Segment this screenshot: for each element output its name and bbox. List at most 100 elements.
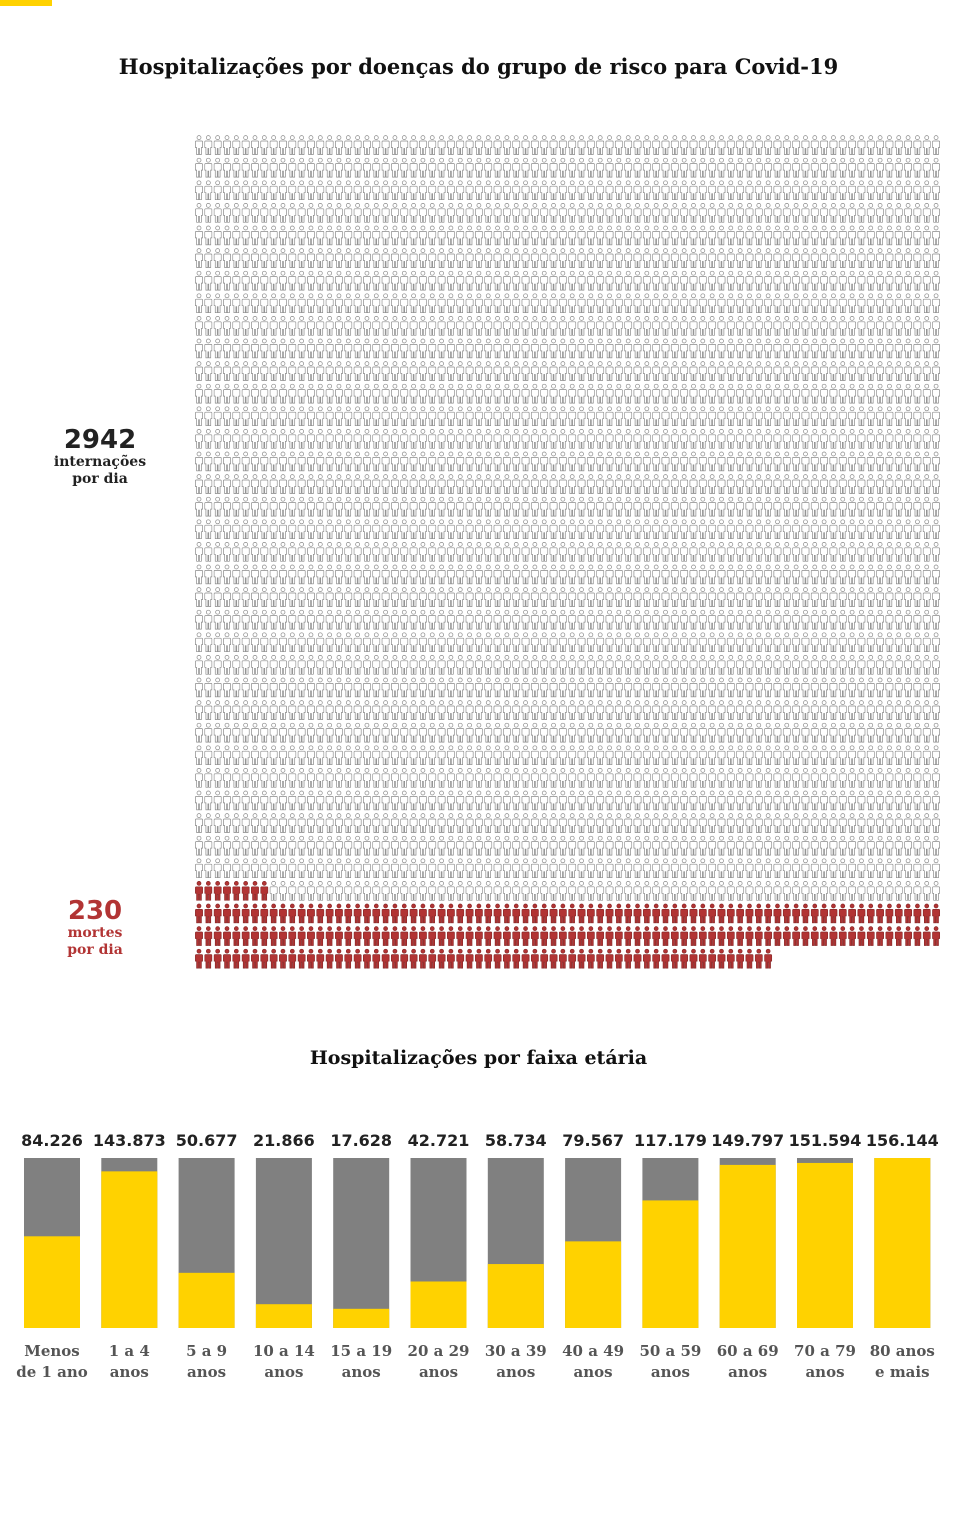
person-icon <box>792 587 801 607</box>
person-icon <box>670 270 679 291</box>
person-icon-death <box>586 926 595 946</box>
person-icon <box>400 677 409 698</box>
person-icon-death <box>204 948 213 969</box>
person-icon <box>241 428 250 449</box>
person-icon-death <box>204 880 213 901</box>
person-icon <box>829 722 838 743</box>
bar <box>565 1241 622 1328</box>
person-icon <box>838 858 847 879</box>
person-icon <box>437 541 446 562</box>
person-icon <box>484 767 493 788</box>
person-icon <box>726 677 735 698</box>
person-icon <box>754 248 763 268</box>
person-icon <box>857 858 866 879</box>
person-icon <box>390 790 399 811</box>
person-icon <box>260 383 269 404</box>
person-icon <box>260 700 269 720</box>
person-icon <box>829 496 838 517</box>
person-icon <box>820 587 829 607</box>
person-icon <box>801 858 810 879</box>
person-icon <box>736 225 745 246</box>
person-icon <box>334 519 343 540</box>
person-icon <box>390 835 399 856</box>
person-icon <box>932 338 941 359</box>
person-icon <box>932 858 941 879</box>
person-icon <box>418 609 427 630</box>
person-icon <box>932 564 941 585</box>
person-icon <box>269 745 278 766</box>
person-icon <box>409 541 418 562</box>
person-icon <box>717 270 726 291</box>
person-icon <box>297 135 306 155</box>
person-icon <box>876 428 885 449</box>
person-icon-death <box>633 926 642 946</box>
person-icon <box>484 406 493 427</box>
person-icon-death <box>866 926 875 946</box>
person-icon <box>857 813 866 833</box>
person-icon <box>698 677 707 698</box>
person-icon <box>428 338 437 359</box>
person-icon <box>577 835 586 856</box>
person-icon <box>876 835 885 856</box>
person-icon <box>801 315 810 336</box>
person-icon <box>624 270 633 291</box>
person-icon <box>633 767 642 788</box>
person-icon <box>904 315 913 336</box>
person-icon <box>876 767 885 788</box>
person-icon <box>306 677 315 698</box>
person-icon <box>726 835 735 856</box>
data-label: 42.721 <box>408 1131 470 1150</box>
person-icon <box>801 813 810 833</box>
person-icon <box>586 654 595 675</box>
person-icon <box>530 225 539 246</box>
person-icon <box>232 315 241 336</box>
person-icon <box>577 428 586 449</box>
person-icon <box>465 722 474 743</box>
person-icon <box>932 428 941 449</box>
person-icon <box>922 406 931 427</box>
person-icon <box>829 858 838 879</box>
person-icon <box>232 790 241 811</box>
person-icon <box>390 315 399 336</box>
person-icon <box>353 180 362 201</box>
person-icon <box>232 406 241 427</box>
person-icon <box>605 813 614 833</box>
person-icon <box>586 587 595 607</box>
person-icon <box>232 361 241 381</box>
person-icon <box>633 858 642 879</box>
person-icon <box>260 835 269 856</box>
person-icon <box>456 406 465 427</box>
person-icon <box>400 587 409 607</box>
person-icon <box>316 790 325 811</box>
person-icon <box>325 451 334 472</box>
person-icon <box>773 474 782 494</box>
person-icon <box>428 248 437 268</box>
person-icon <box>278 745 287 766</box>
person-icon <box>222 270 231 291</box>
person-icon <box>204 361 213 381</box>
person-icon <box>792 338 801 359</box>
person-icon <box>512 428 521 449</box>
person-icon <box>754 135 763 155</box>
person-icon <box>764 790 773 811</box>
person-icon <box>717 248 726 268</box>
person-icon <box>297 541 306 562</box>
person-icon-death <box>437 926 446 946</box>
person-icon <box>801 767 810 788</box>
person-icon <box>250 157 259 178</box>
person-icon <box>922 677 931 698</box>
deaths-value: 230 <box>67 896 123 926</box>
person-icon <box>288 361 297 381</box>
person-icon <box>848 474 857 494</box>
person-icon <box>661 361 670 381</box>
person-icon <box>213 135 222 155</box>
person-icon <box>558 564 567 585</box>
person-icon <box>624 632 633 653</box>
person-icon <box>278 496 287 517</box>
person-icon <box>922 451 931 472</box>
person-icon <box>381 700 390 720</box>
person-icon <box>661 790 670 811</box>
person-icon <box>717 338 726 359</box>
person-icon <box>605 315 614 336</box>
person-icon <box>316 541 325 562</box>
